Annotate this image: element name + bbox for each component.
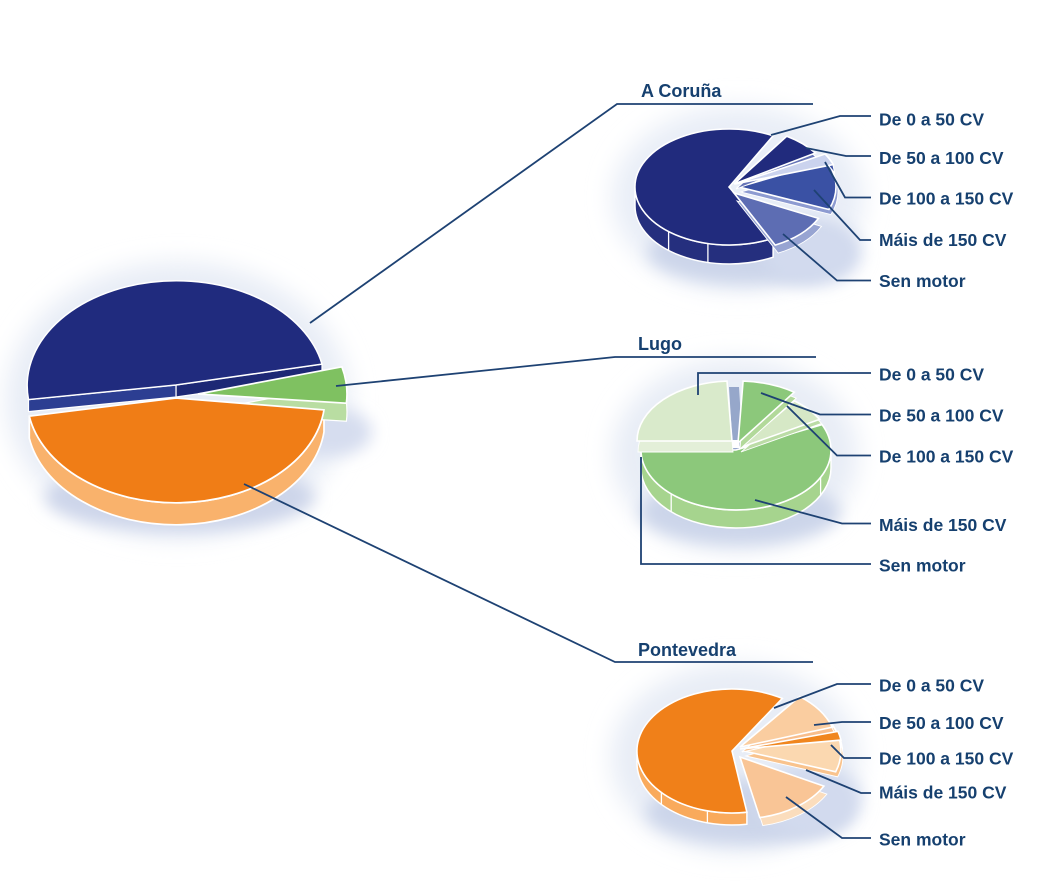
- svg-text:Máis de 150 CV: Máis de 150 CV: [879, 783, 1007, 803]
- svg-text:De 50 a 100 CV: De 50 a 100 CV: [879, 148, 1004, 168]
- svg-text:Sen motor: Sen motor: [879, 830, 966, 850]
- svg-text:Pontevedra: Pontevedra: [638, 640, 737, 660]
- svg-text:De 0 a 50 CV: De 0 a 50 CV: [879, 365, 984, 385]
- svg-text:A Coruña: A Coruña: [641, 81, 722, 101]
- svg-text:De 100 a 150 CV: De 100 a 150 CV: [879, 749, 1014, 769]
- svg-text:Lugo: Lugo: [638, 334, 682, 354]
- svg-text:Máis de 150 CV: Máis de 150 CV: [879, 515, 1007, 535]
- svg-text:De 100 a 150 CV: De 100 a 150 CV: [879, 189, 1014, 209]
- svg-text:De 0 a 50 CV: De 0 a 50 CV: [879, 676, 984, 696]
- svg-text:Máis de 150 CV: Máis de 150 CV: [879, 230, 1007, 250]
- svg-text:Sen motor: Sen motor: [879, 556, 966, 576]
- svg-text:De 100 a 150 CV: De 100 a 150 CV: [879, 447, 1014, 467]
- svg-text:De 0 a 50 CV: De 0 a 50 CV: [879, 110, 984, 130]
- svg-text:De 50 a 100 CV: De 50 a 100 CV: [879, 713, 1004, 733]
- svg-text:Sen motor: Sen motor: [879, 271, 966, 291]
- svg-text:De 50 a 100 CV: De 50 a 100 CV: [879, 406, 1004, 426]
